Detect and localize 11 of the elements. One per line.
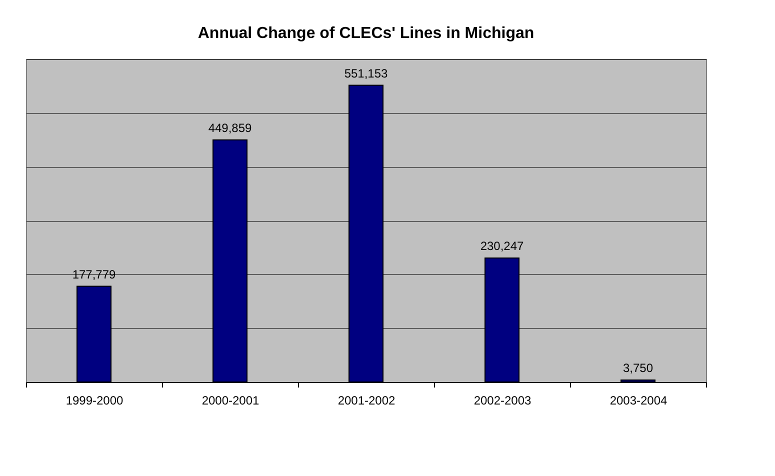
data-label: 177,779 xyxy=(72,267,116,282)
data-label: 449,859 xyxy=(208,120,252,135)
x-tick-label: 2001-2002 xyxy=(338,394,396,408)
x-tick-label: 2003-2004 xyxy=(610,394,668,408)
x-tick-label: 2000-2001 xyxy=(202,394,260,408)
x-tick-label: 2002-2003 xyxy=(474,394,532,408)
x-tick-label: 1999-2000 xyxy=(66,394,124,408)
data-label: 3,750 xyxy=(622,360,654,375)
chart-title: Annual Change of CLECs' Lines in Michigan xyxy=(198,25,534,42)
data-label: 230,247 xyxy=(480,239,524,254)
data-label: 551,153 xyxy=(344,66,388,80)
